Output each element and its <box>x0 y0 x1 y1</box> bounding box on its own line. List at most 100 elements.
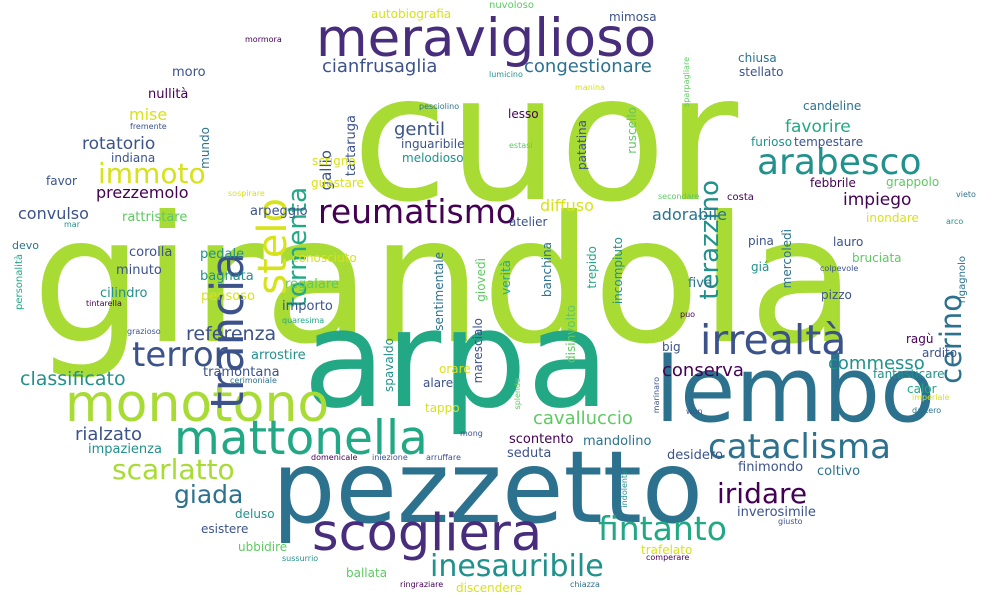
word-desidero: desidero <box>667 448 723 463</box>
word-immoto: immoto <box>98 157 206 190</box>
word-prezzemolo: prezzemolo <box>96 183 189 202</box>
word-rotatorio: rotatorio <box>82 134 156 154</box>
word-disinvolto: disinvolto <box>564 305 578 363</box>
word-cilindro: cilindro <box>100 286 148 301</box>
word-arpeggio: arpeggio <box>250 204 308 219</box>
word-manina: manina <box>575 83 605 92</box>
word-favorire: favorire <box>785 117 851 137</box>
word-marinaro: marinaro <box>652 377 661 414</box>
word-inesauribile: inesauribile <box>430 549 604 584</box>
word-rialzato: rialzato <box>75 424 142 445</box>
word-lembo: lembo <box>655 338 936 443</box>
word-iridare: iridare <box>717 477 808 510</box>
word-scontento: scontento <box>509 432 574 447</box>
word-deluso: deluso <box>235 507 275 521</box>
word-trepido: trepido <box>585 246 599 289</box>
word-irrealta: irrealtà <box>700 316 847 364</box>
word-commesso: commesso <box>828 353 925 374</box>
word-domenicale: domenicale <box>311 453 358 462</box>
word-marescialo: marescialo <box>471 318 485 384</box>
word-bruciata: bruciata <box>852 251 902 265</box>
word-nullita: nullità <box>148 87 189 102</box>
word-mormora: mormora <box>245 35 282 44</box>
word-atelier: atelier <box>509 215 548 229</box>
word-cataclisma: cataclisma <box>708 427 891 467</box>
word-minuto: minuto <box>116 263 162 278</box>
word-arabesco: arabesco <box>757 142 922 183</box>
word-quaresima: quaresima <box>282 316 325 325</box>
word-ardito: ardito <box>922 346 958 360</box>
word-favor: favor <box>46 174 77 188</box>
word-chiusa: chiusa <box>738 51 777 65</box>
word-cerimoniale: cerimoniale <box>230 376 277 385</box>
word-fantasticare: fantasticare <box>873 367 945 381</box>
word-sparpagliare: sparpagliare <box>682 57 691 107</box>
word-conserva: conserva <box>662 360 744 381</box>
word-ruscello: ruscello <box>625 107 639 154</box>
word-incompiuto: incompiuto <box>611 237 625 305</box>
word-inondare: inondare <box>866 211 919 225</box>
word-gia: giá <box>751 260 770 274</box>
word-terror: terror <box>132 335 228 375</box>
word-melodioso: melodioso <box>402 151 464 165</box>
word-lesso: lesso <box>508 107 539 121</box>
word-giada: giada <box>174 480 244 509</box>
word-cuor: cuor <box>352 38 739 241</box>
word-impiego: impiego <box>843 190 912 210</box>
word-comperare: comperare <box>646 553 690 562</box>
word-mimosa: mimosa <box>609 10 657 24</box>
word-rattristare: rattristare <box>122 210 188 225</box>
word-cavalluccio: cavalluccio <box>533 408 633 429</box>
word-big: big <box>662 340 681 354</box>
word-importo: importo <box>282 299 333 314</box>
word-indolente: indolente <box>620 470 629 508</box>
word-costa: costa <box>727 192 754 203</box>
word-classificato: classificato <box>20 368 126 390</box>
word-verita: verità <box>499 260 513 295</box>
word-referenza: referenza <box>186 323 277 345</box>
word-trafelato: trafelato <box>641 543 693 557</box>
word-inverosimile: inverosimile <box>737 505 816 520</box>
word-fintanto: fintanto <box>598 509 727 548</box>
word-congestionare: congestionare <box>524 56 652 77</box>
word-candeline: candeline <box>803 99 862 113</box>
word-iniezione: iniezione <box>372 453 408 462</box>
word-pesciolino: pesciolino <box>419 102 460 111</box>
word-arruffare: arruffare <box>426 453 461 462</box>
word-meraviglioso: meraviglioso <box>316 8 657 69</box>
word-personalita: personalità <box>14 254 25 311</box>
word-estasi: estasi <box>509 141 533 150</box>
word-chiazza: chiazza <box>570 580 600 589</box>
word-ragu: ragù <box>906 332 934 346</box>
word-mattonella: mattonella <box>174 411 428 466</box>
word-pina: pina <box>748 234 774 248</box>
word-won: won <box>686 407 703 416</box>
word-arco: arco <box>946 217 964 226</box>
word-reumatismo: reumatismo <box>318 192 517 231</box>
word-moro: moro <box>172 65 206 80</box>
word-tempestare: tempestare <box>794 135 864 149</box>
word-fremente: fremente <box>130 122 167 131</box>
word-conosciuto: conosciuto <box>292 251 357 265</box>
word-ballata: ballata <box>346 566 388 580</box>
word-gentil: gentil <box>394 119 445 140</box>
word-pezzetto: pezzetto <box>272 429 704 546</box>
word-inguaribile: inguaribile <box>401 137 465 151</box>
word-monotono: monotono <box>65 374 330 434</box>
word-tappo: tappo <box>425 401 460 415</box>
word-grazioso: grazioso <box>127 327 161 336</box>
word-bagnata: bagnata <box>200 269 254 284</box>
word-devo: devo <box>12 239 39 252</box>
word-scrigno: scrigno <box>312 154 356 168</box>
word-scogliera: scogliera <box>312 504 543 563</box>
word-autobiografia: autobiografia <box>371 7 452 21</box>
word-ubbidire: ubbidire <box>238 540 288 554</box>
word-guastare: guastare <box>311 176 364 190</box>
word-arrostire: arrostire <box>251 348 306 363</box>
word-vieto: vieto <box>956 190 976 199</box>
word-ringraziare: ringraziare <box>400 580 444 589</box>
word-seduta: seduta <box>507 446 552 461</box>
word-mar: mar <box>64 220 80 229</box>
word-pizzo: pizzo <box>821 288 852 302</box>
